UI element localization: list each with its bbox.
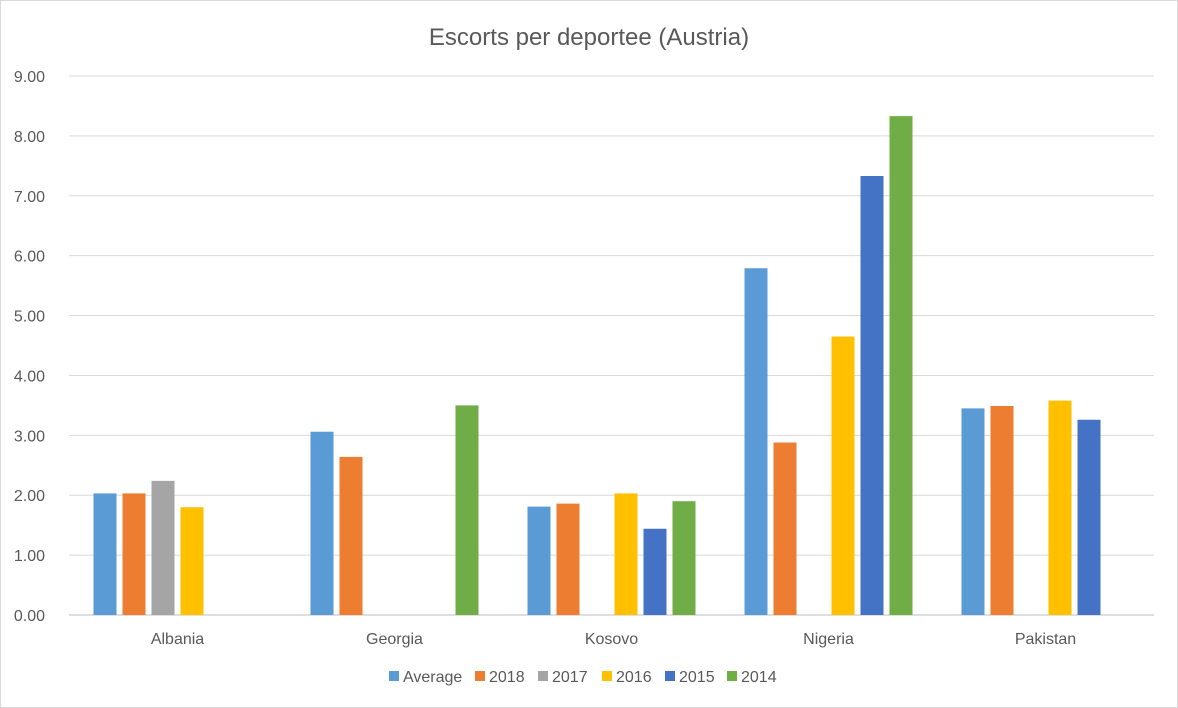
bar-nigeria-2014 [889, 116, 913, 616]
bar-kosovo-2014 [672, 501, 696, 615]
bar-nigeria-2015 [860, 176, 884, 615]
bar-albania-2018 [122, 493, 146, 615]
legend-label: 2018 [489, 669, 525, 686]
bar-georgia-2018 [339, 456, 363, 615]
x-category-label: Pakistan [1015, 631, 1076, 648]
y-axis-ticks: 0.00 1.00 2.00 3.00 4.00 5.00 6.00 7.00 8.00 9.00 [14, 69, 45, 625]
bar-albania-average [93, 493, 117, 615]
x-axis-categories: Albania Georgia Kosovo Nigeria Pakistan [151, 631, 1076, 648]
y-tick-label: 5.00 [14, 309, 45, 326]
bar-kosovo-average [527, 506, 551, 615]
y-tick-label: 8.00 [14, 129, 45, 146]
bar-pakistan-2016 [1048, 400, 1072, 615]
bar-nigeria-2018 [773, 442, 797, 615]
chart-title: Escorts per deportee (Austria) [429, 24, 749, 51]
bar-pakistan-2018 [990, 405, 1014, 615]
bar-albania-2017 [151, 480, 175, 615]
y-tick-label: 0.00 [14, 608, 45, 625]
bar-georgia-2014 [455, 405, 479, 615]
y-tick-label: 7.00 [14, 189, 45, 206]
y-tick-label: 9.00 [14, 69, 45, 86]
bar-albania-2016 [180, 507, 204, 615]
legend-swatch-2014 [727, 671, 737, 681]
y-tick-label: 4.00 [14, 368, 45, 385]
gridlines [69, 75, 1154, 616]
bar-pakistan-average [961, 408, 985, 615]
legend-swatch-2018 [475, 671, 485, 681]
x-category-label: Albania [151, 631, 204, 648]
y-tick-label: 6.00 [14, 249, 45, 266]
y-tick-label: 2.00 [14, 488, 45, 505]
bars [93, 116, 1101, 616]
legend-label: 2015 [679, 669, 715, 686]
legend-label: 2014 [741, 669, 777, 686]
y-tick-label: 3.00 [14, 428, 45, 445]
bar-kosovo-2016 [614, 493, 638, 615]
legend-label: 2016 [616, 669, 652, 686]
legend-label: 2017 [552, 669, 588, 686]
legend-swatch-2016 [602, 671, 612, 681]
bar-kosovo-2015 [643, 528, 667, 615]
x-category-label: Kosovo [585, 631, 638, 648]
legend-swatch-2017 [538, 671, 548, 681]
bar-nigeria-average [744, 268, 768, 615]
legend-swatch-average [389, 671, 399, 681]
bar-pakistan-2015 [1077, 419, 1101, 615]
legend-label: Average [403, 669, 462, 686]
x-category-label: Georgia [366, 631, 423, 648]
bar-nigeria-2016 [831, 336, 855, 615]
bar-georgia-average [310, 431, 334, 615]
bar-kosovo-2018 [556, 503, 580, 615]
x-category-label: Nigeria [803, 631, 854, 648]
legend: Average 2018 2017 2016 2015 2014 [389, 669, 777, 686]
legend-swatch-2015 [665, 671, 675, 681]
y-tick-label: 1.00 [14, 548, 45, 565]
